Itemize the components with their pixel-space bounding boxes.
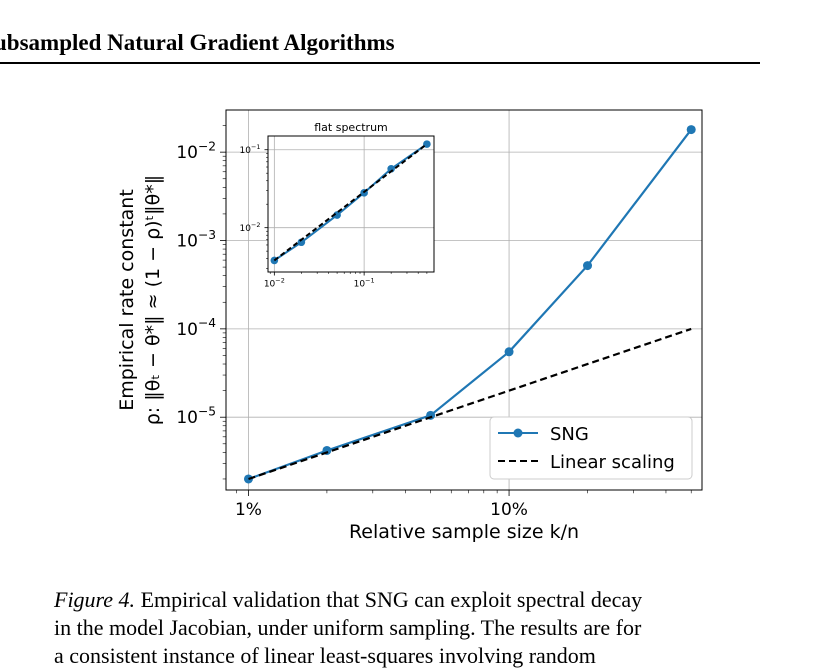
inset-sng-point — [333, 211, 341, 219]
caption-line-2: in the model Jacobian, under uniform sam… — [54, 615, 642, 640]
main-ytick-label: 10−2 — [176, 139, 216, 163]
y-axis-label-line2: ρ: ‖θₜ − θ*‖ ≈ (1 − ρ)ᵗ‖θ*‖ — [142, 175, 164, 426]
main-xtick-label: 10% — [490, 500, 528, 520]
inset-ytick-label: 10−1 — [240, 143, 261, 156]
main-ytick-label: 10−3 — [176, 228, 216, 252]
main-sng-point — [243, 474, 253, 484]
running-title: ubsampled Natural Gradient Algorithms — [0, 30, 395, 55]
caption-line-3: a consistent instance of linear least-sq… — [54, 643, 596, 668]
inset-series-sng-line — [273, 143, 428, 262]
main-sng-point — [583, 261, 593, 271]
main-xtick-label: 1% — [235, 500, 262, 520]
inset-series — [270, 140, 431, 265]
main-sng-point — [686, 125, 696, 135]
legend-linear-label: Linear scaling — [550, 452, 675, 473]
main-plot-frame — [225, 109, 703, 491]
inset-ticks: 10−2 10−1 10−2 10−1 — [240, 143, 428, 290]
main-series — [243, 125, 696, 484]
inset-grid — [268, 136, 434, 272]
inset-ytick-label: 10−2 — [240, 221, 261, 234]
legend-sng-label: SNG — [550, 424, 589, 445]
main-ytick-label: 10−5 — [176, 405, 216, 429]
figure: 10−5 10−4 10−3 10−2 1% 10% Relative sample si… — [116, 109, 703, 543]
page-header: ubsampled Natural Gradient Algorithms — [0, 28, 760, 64]
caption-line-1: Figure 4. Empirical validation that SNG … — [54, 586, 774, 614]
main-ticks: 10−5 10−4 10−3 10−2 1% 10% — [176, 125, 692, 520]
legend-box — [489, 416, 693, 480]
inset-xtick-label: 10−1 — [354, 276, 375, 289]
x-axis-label: Relative sample size k/n — [349, 521, 579, 543]
y-axis-label-line1: Empirical rate constant — [116, 189, 138, 411]
inset-title: flat spectrum — [314, 121, 388, 134]
inset-sng-point — [423, 140, 431, 148]
inset-chart: 10−2 10−1 10−2 10−1 flat spectrum — [240, 121, 435, 290]
legend: SNG Linear scaling — [489, 416, 693, 480]
inset-xtick-label: 10−2 — [264, 276, 285, 289]
main-series-linear-scaling-line — [248, 327, 692, 481]
main-sng-point — [504, 347, 514, 357]
main-ytick-label: 10−4 — [176, 316, 216, 340]
legend-sng-marker — [513, 428, 523, 438]
figure-caption: Figure 4. Empirical validation that SNG … — [54, 586, 774, 670]
caption-label: Figure 4. — [54, 587, 136, 612]
caption-text-1: Empirical validation that SNG can exploi… — [135, 587, 643, 612]
main-series-sng-line — [248, 128, 693, 481]
